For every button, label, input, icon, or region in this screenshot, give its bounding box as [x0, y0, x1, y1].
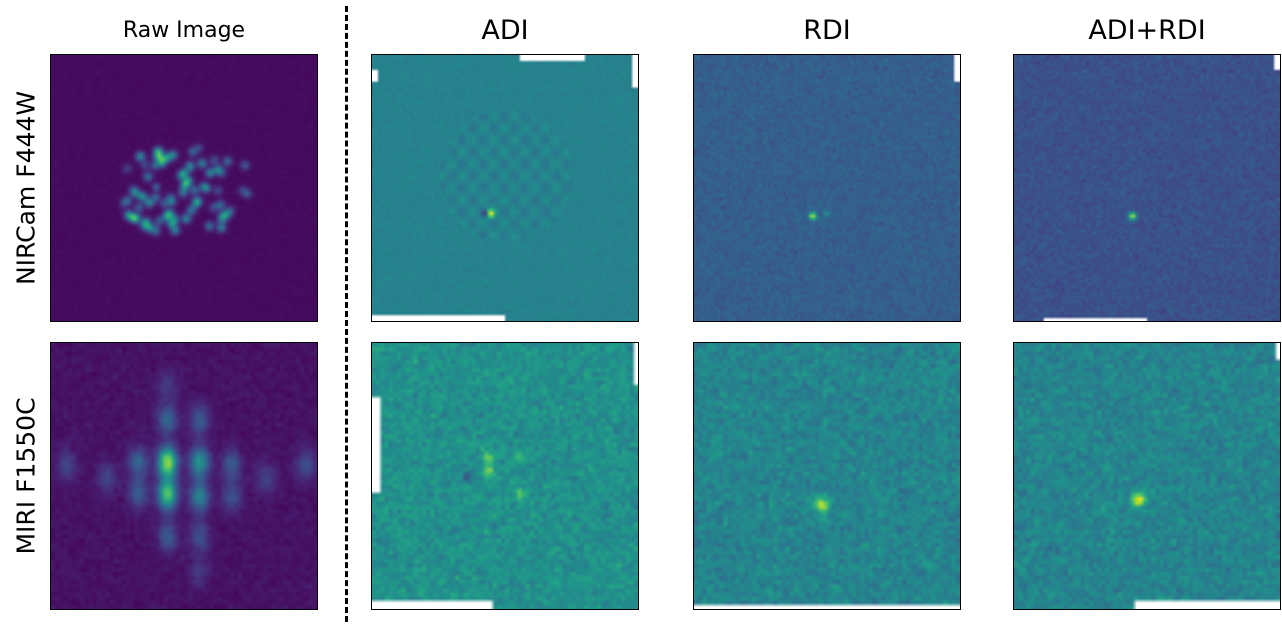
column-title-adi: ADI [371, 15, 639, 46]
nircam-adi-rdi-panel [1013, 54, 1281, 322]
miri-adi-rdi-panel [1013, 342, 1281, 610]
miri-raw-image-panel [50, 342, 318, 610]
nircam-rdi-panel [693, 54, 961, 322]
column-divider [345, 6, 348, 622]
nircam-adi-panel [371, 54, 639, 322]
miri-rdi-panel [693, 342, 961, 610]
column-title-raw-image: Raw Image [50, 18, 318, 43]
row-label-nircam: NIRCam F444W [12, 91, 41, 285]
column-title-rdi: RDI [693, 15, 961, 46]
nircam-raw-image-panel [50, 54, 318, 322]
row-label-miri: MIRI F1550C [12, 397, 41, 554]
column-title-adi-rdi: ADI+RDI [1013, 15, 1281, 46]
miri-adi-panel [371, 342, 639, 610]
